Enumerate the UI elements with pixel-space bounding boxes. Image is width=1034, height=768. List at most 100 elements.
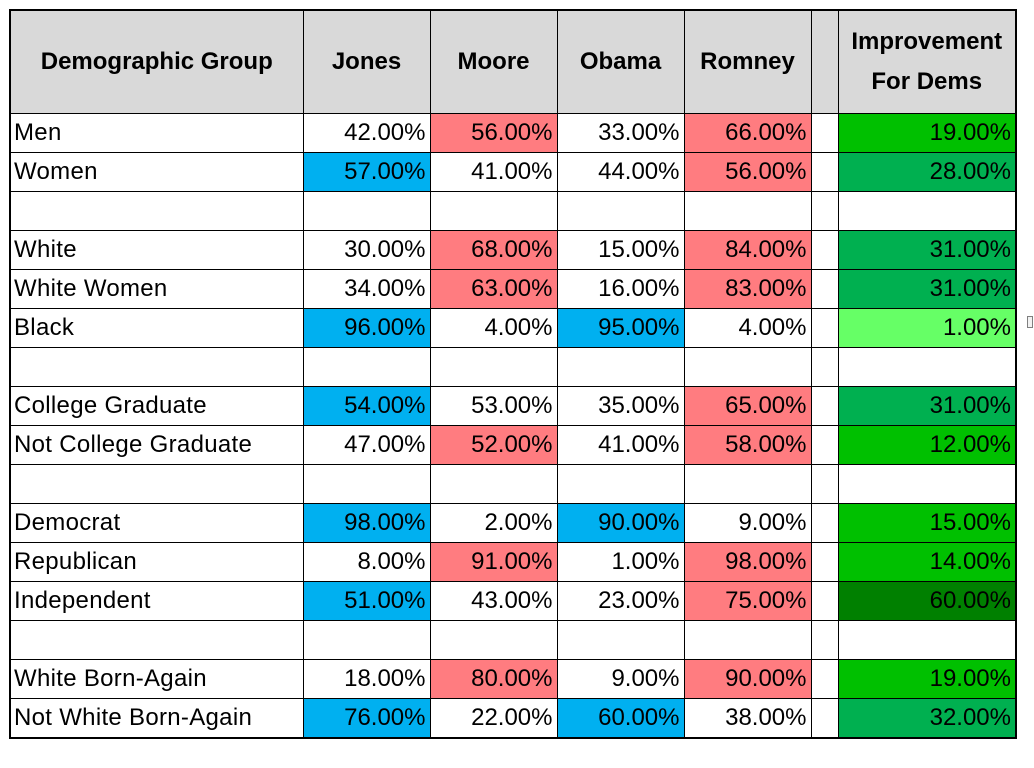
spacer-cell[interactable] xyxy=(810,698,839,739)
spacer-cell[interactable] xyxy=(810,308,839,348)
jones-value-cell[interactable]: 30.00% xyxy=(302,230,431,270)
empty-cell[interactable] xyxy=(556,464,685,504)
header-improvement-for-dems[interactable]: Improvement For Dems xyxy=(837,9,1017,114)
spacer-cell[interactable] xyxy=(810,386,839,426)
romney-value-cell[interactable]: 90.00% xyxy=(683,659,812,699)
romney-value-cell[interactable]: 65.00% xyxy=(683,386,812,426)
demographic-group-cell[interactable]: Men xyxy=(9,113,304,153)
empty-cell[interactable] xyxy=(9,464,304,504)
demographic-group-cell[interactable]: White xyxy=(9,230,304,270)
romney-value-cell[interactable]: 9.00% xyxy=(683,503,812,543)
romney-value-cell[interactable]: 98.00% xyxy=(683,542,812,582)
empty-cell[interactable] xyxy=(837,347,1017,387)
header-spacer-cell[interactable] xyxy=(810,9,839,114)
empty-cell[interactable] xyxy=(810,464,839,504)
jones-value-cell[interactable]: 42.00% xyxy=(302,113,431,153)
demographic-group-cell[interactable]: Not College Graduate xyxy=(9,425,304,465)
empty-cell[interactable] xyxy=(683,620,812,660)
spacer-cell[interactable] xyxy=(810,503,839,543)
spacer-cell[interactable] xyxy=(810,152,839,192)
empty-cell[interactable] xyxy=(556,347,685,387)
improvement-value-cell[interactable]: 14.00% xyxy=(837,542,1017,582)
obama-value-cell[interactable]: 9.00% xyxy=(556,659,685,699)
jones-value-cell[interactable]: 51.00% xyxy=(302,581,431,621)
header-jones[interactable]: Jones xyxy=(302,9,431,114)
improvement-value-cell[interactable]: 31.00% xyxy=(837,230,1017,270)
empty-cell[interactable] xyxy=(556,191,685,231)
romney-value-cell[interactable]: 38.00% xyxy=(683,698,812,739)
moore-value-cell[interactable]: 43.00% xyxy=(429,581,558,621)
improvement-value-cell[interactable]: 19.00% xyxy=(837,659,1017,699)
empty-cell[interactable] xyxy=(9,191,304,231)
improvement-value-cell[interactable]: 32.00% xyxy=(837,698,1017,739)
romney-value-cell[interactable]: 84.00% xyxy=(683,230,812,270)
moore-value-cell[interactable]: 4.00% xyxy=(429,308,558,348)
improvement-value-cell[interactable]: 19.00% xyxy=(837,113,1017,153)
empty-cell[interactable] xyxy=(302,347,431,387)
improvement-value-cell[interactable]: 12.00% xyxy=(837,425,1017,465)
empty-cell[interactable] xyxy=(302,191,431,231)
jones-value-cell[interactable]: 47.00% xyxy=(302,425,431,465)
obama-value-cell[interactable]: 60.00% xyxy=(556,698,685,739)
moore-value-cell[interactable]: 63.00% xyxy=(429,269,558,309)
demographic-group-cell[interactable]: Independent xyxy=(9,581,304,621)
romney-value-cell[interactable]: 56.00% xyxy=(683,152,812,192)
romney-value-cell[interactable]: 83.00% xyxy=(683,269,812,309)
empty-cell[interactable] xyxy=(429,620,558,660)
empty-cell[interactable] xyxy=(683,191,812,231)
jones-value-cell[interactable]: 57.00% xyxy=(302,152,431,192)
demographic-group-cell[interactable]: College Graduate xyxy=(9,386,304,426)
empty-cell[interactable] xyxy=(429,464,558,504)
obama-value-cell[interactable]: 16.00% xyxy=(556,269,685,309)
romney-value-cell[interactable]: 75.00% xyxy=(683,581,812,621)
empty-cell[interactable] xyxy=(683,347,812,387)
spacer-cell[interactable] xyxy=(810,659,839,699)
empty-cell[interactable] xyxy=(429,191,558,231)
improvement-value-cell[interactable]: 15.00% xyxy=(837,503,1017,543)
obama-value-cell[interactable]: 41.00% xyxy=(556,425,685,465)
jones-value-cell[interactable]: 76.00% xyxy=(302,698,431,739)
spacer-cell[interactable] xyxy=(810,542,839,582)
moore-value-cell[interactable]: 56.00% xyxy=(429,113,558,153)
obama-value-cell[interactable]: 95.00% xyxy=(556,308,685,348)
spacer-cell[interactable] xyxy=(810,113,839,153)
empty-cell[interactable] xyxy=(302,464,431,504)
jones-value-cell[interactable]: 98.00% xyxy=(302,503,431,543)
obama-value-cell[interactable]: 15.00% xyxy=(556,230,685,270)
header-obama[interactable]: Obama xyxy=(556,9,685,114)
empty-cell[interactable] xyxy=(837,464,1017,504)
moore-value-cell[interactable]: 52.00% xyxy=(429,425,558,465)
empty-cell[interactable] xyxy=(683,464,812,504)
improvement-value-cell[interactable]: 28.00% xyxy=(837,152,1017,192)
demographic-group-cell[interactable]: Democrat xyxy=(9,503,304,543)
empty-cell[interactable] xyxy=(9,347,304,387)
moore-value-cell[interactable]: 53.00% xyxy=(429,386,558,426)
obama-value-cell[interactable]: 33.00% xyxy=(556,113,685,153)
romney-value-cell[interactable]: 58.00% xyxy=(683,425,812,465)
obama-value-cell[interactable]: 90.00% xyxy=(556,503,685,543)
obama-value-cell[interactable]: 23.00% xyxy=(556,581,685,621)
improvement-value-cell[interactable]: 60.00% xyxy=(837,581,1017,621)
demographic-group-cell[interactable]: Not White Born-Again xyxy=(9,698,304,739)
obama-value-cell[interactable]: 44.00% xyxy=(556,152,685,192)
moore-value-cell[interactable]: 91.00% xyxy=(429,542,558,582)
empty-cell[interactable] xyxy=(837,620,1017,660)
empty-cell[interactable] xyxy=(810,620,839,660)
demographic-group-cell[interactable]: White Women xyxy=(9,269,304,309)
spacer-cell[interactable] xyxy=(810,230,839,270)
empty-cell[interactable] xyxy=(302,620,431,660)
obama-value-cell[interactable]: 35.00% xyxy=(556,386,685,426)
header-demographic-group[interactable]: Demographic Group xyxy=(9,9,304,114)
romney-value-cell[interactable]: 66.00% xyxy=(683,113,812,153)
moore-value-cell[interactable]: 2.00% xyxy=(429,503,558,543)
romney-value-cell[interactable]: 4.00% xyxy=(683,308,812,348)
obama-value-cell[interactable]: 1.00% xyxy=(556,542,685,582)
empty-cell[interactable] xyxy=(556,620,685,660)
column-resize-handle[interactable] xyxy=(1027,316,1033,328)
empty-cell[interactable] xyxy=(837,191,1017,231)
empty-cell[interactable] xyxy=(9,620,304,660)
demographic-group-cell[interactable]: Black xyxy=(9,308,304,348)
jones-value-cell[interactable]: 96.00% xyxy=(302,308,431,348)
demographic-group-cell[interactable]: Women xyxy=(9,152,304,192)
improvement-value-cell[interactable]: 31.00% xyxy=(837,269,1017,309)
